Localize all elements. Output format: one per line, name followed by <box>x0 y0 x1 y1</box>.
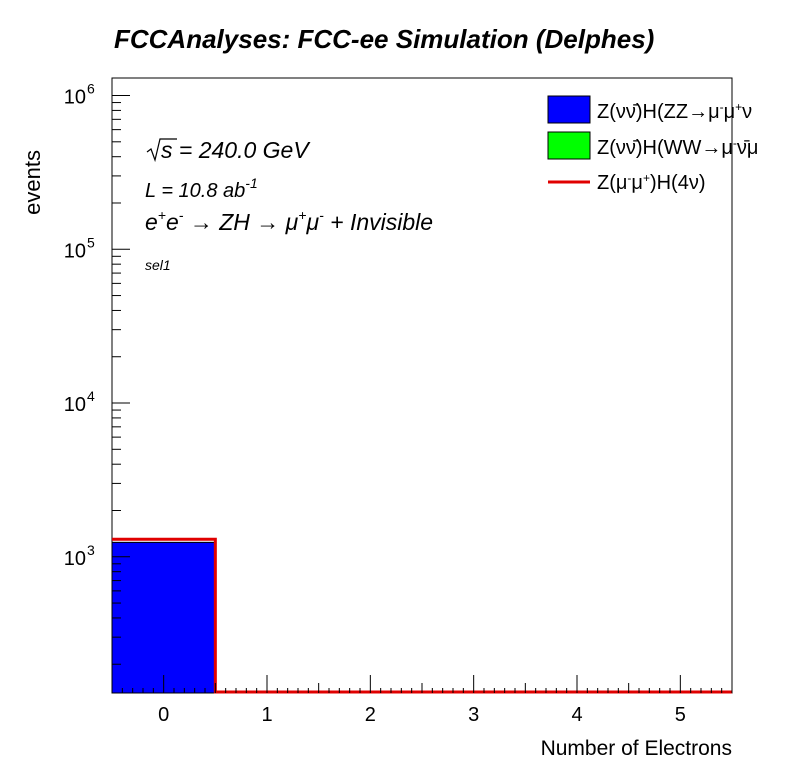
y-tick-label: 10 <box>64 548 86 570</box>
process-mu2: μ <box>305 209 319 235</box>
legend-swatch-zz <box>547 95 591 124</box>
legend-label-ww: Z(νν̄)H(WW→μ-ν̄μ <box>597 136 758 159</box>
legend-4nu-part-2: μ <box>631 172 643 194</box>
process-rest: + Invisible <box>324 209 433 235</box>
x-axis: 0 1 2 3 4 5 <box>111 675 733 726</box>
process-arrow: → ZH → μ <box>183 209 298 235</box>
process-e2: e <box>166 209 179 235</box>
x-tick-label: 0 <box>158 704 169 726</box>
legend-label-zz: Z(νν̄)H(ZZ→μ-μ+ν <box>597 100 752 123</box>
lumi-text: L = 10.8 ab <box>145 180 245 202</box>
x-tick-label: 4 <box>571 704 582 726</box>
legend-4nu-part-0: Z(μ <box>597 172 627 194</box>
legend-4nu-part-1: - <box>627 171 631 185</box>
process-e2-sup: - <box>179 207 184 223</box>
legend: Z(νν̄)H(ZZ→μ-μ+ν Z(νν̄)H(WW→μ-ν̄μ Z(μ-μ+… <box>547 95 758 194</box>
sqrt-s-symbol: s <box>161 137 173 163</box>
y-tick-label: 10 <box>64 87 86 109</box>
histogram-marks <box>111 537 732 694</box>
svg-text:s = 240.0 GeV: s = 240.0 GeV <box>161 137 311 163</box>
sqrt-s-value: = 240.0 GeV <box>173 137 312 163</box>
legend-4nu-part-4: )H(4ν) <box>650 172 706 194</box>
chart-title: FCCAnalyses: FCC-ee Simulation (Delphes) <box>114 24 654 54</box>
x-tick-label: 5 <box>675 704 686 726</box>
legend-ww-part-0: Z(νν̄)H(WW→μ <box>597 137 733 159</box>
x-axis-label: Number of Electrons <box>541 737 732 760</box>
legend-entry-4nu: Z(μ-μ+)H(4ν) <box>548 171 706 194</box>
legend-zz-part-4: ν <box>742 101 752 123</box>
legend-zz-part-3: + <box>735 100 742 114</box>
annotation-lumi: L = 10.8 ab-1 <box>145 175 258 202</box>
y-tick-exponent: 6 <box>87 81 95 97</box>
y-axis-label: events <box>20 150 45 215</box>
legend-swatch-ww <box>547 131 591 160</box>
y-tick-label: 10 <box>64 394 86 416</box>
y-tick-label: 10 <box>64 240 86 262</box>
legend-zz-part-2: μ <box>724 101 736 123</box>
y-tick-exponent: 3 <box>87 542 95 558</box>
legend-ww-part-1: - <box>733 136 737 150</box>
legend-zz-part-1: - <box>720 100 724 114</box>
x-tick-label: 1 <box>261 704 272 726</box>
annotation-process: e+e- → ZH → μ+μ- + Invisible <box>145 207 433 235</box>
y-tick-exponent: 5 <box>87 234 95 250</box>
sqrt-symbol <box>146 138 177 163</box>
x-tick-label: 2 <box>365 704 376 726</box>
legend-label-4nu: Z(μ-μ+)H(4ν) <box>597 171 706 194</box>
process-mu1-sup: + <box>298 207 306 223</box>
annotation-selection: sel1 <box>145 257 171 273</box>
lumi-exponent: -1 <box>245 175 257 191</box>
legend-zz-part-0: Z(νν̄)H(ZZ→μ <box>597 101 720 123</box>
y-tick-exponent: 4 <box>87 388 95 404</box>
process-e1: e <box>145 209 158 235</box>
legend-entry-zz: Z(νν̄)H(ZZ→μ-μ+ν <box>547 95 752 124</box>
histogram-bar-1-0 <box>111 541 216 694</box>
legend-entry-ww: Z(νν̄)H(WW→μ-ν̄μ <box>547 131 758 160</box>
legend-ww-part-2: ν̄μ <box>737 137 759 159</box>
process-e1-sup: + <box>158 207 166 223</box>
annotation-sqrt-s: s = 240.0 GeV <box>146 137 311 163</box>
x-tick-label: 3 <box>468 704 479 726</box>
process-mu2-sup: - <box>319 207 324 223</box>
legend-4nu-part-3: + <box>643 171 650 185</box>
